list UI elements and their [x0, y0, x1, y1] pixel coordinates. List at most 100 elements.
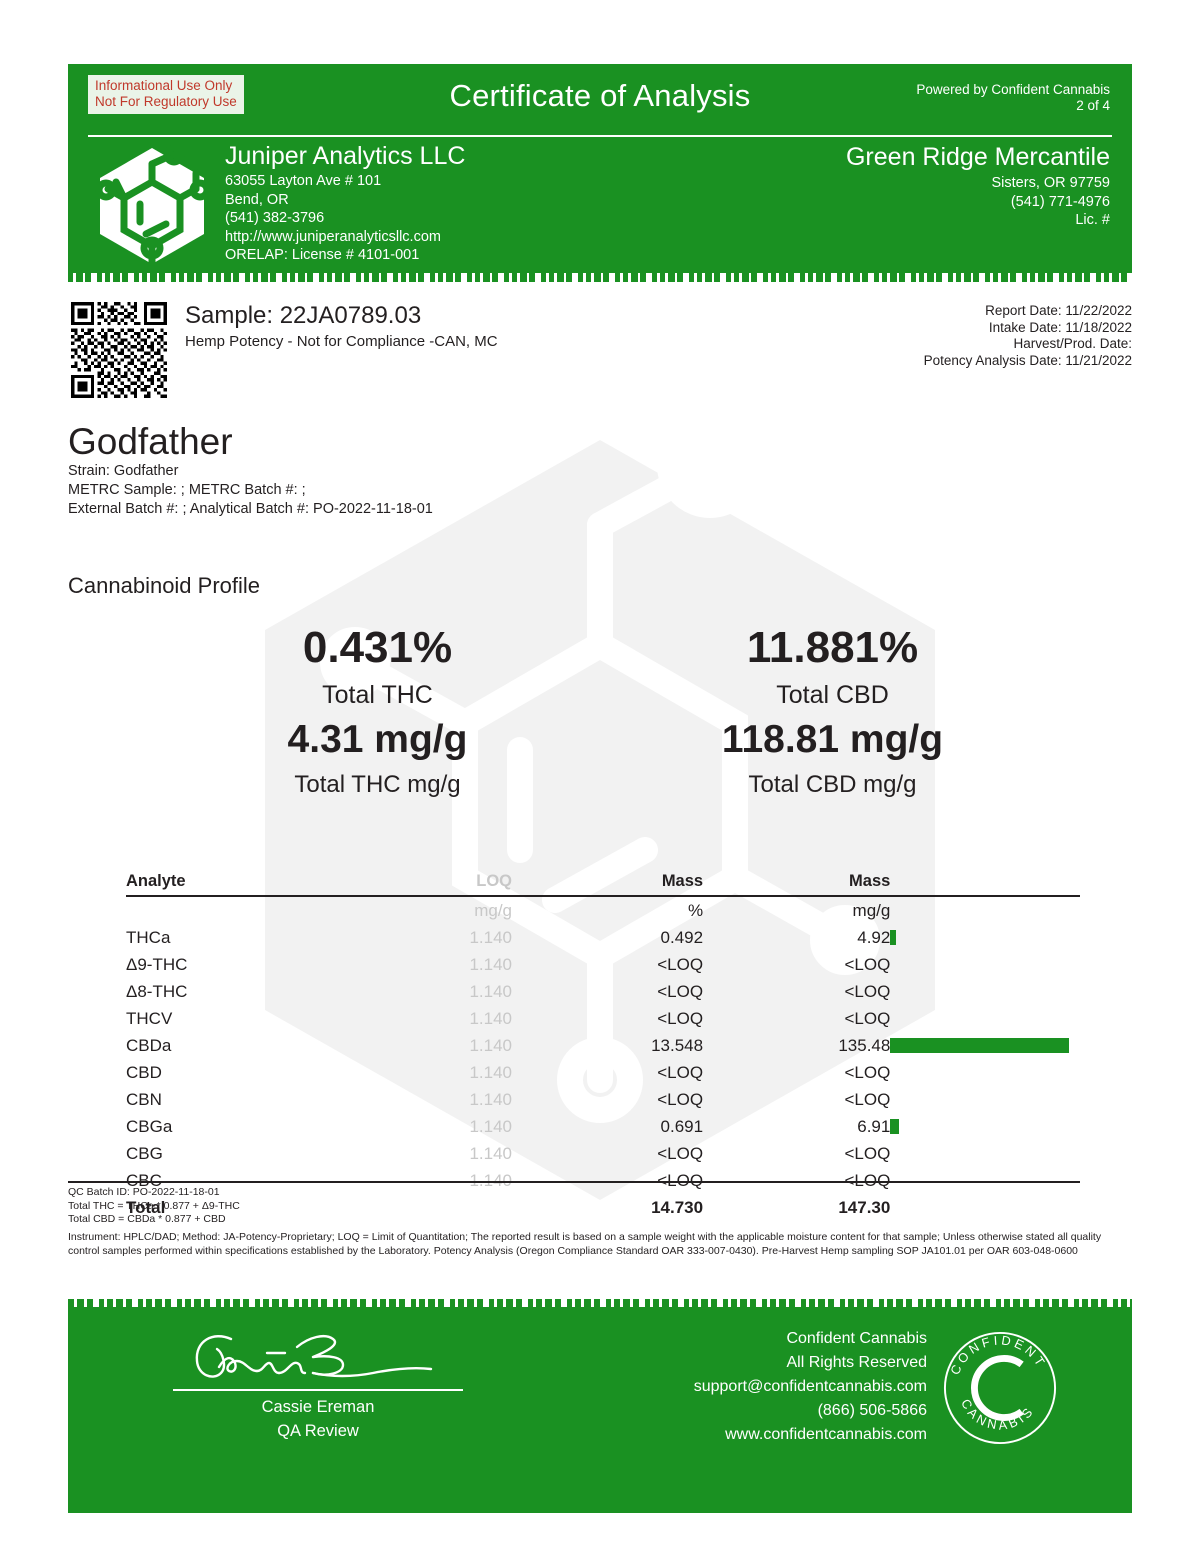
juniper-analytics-logo-icon — [95, 144, 211, 266]
footnote-total-cbd-formula: Total CBD = CBDa * 0.877 + CBD — [68, 1213, 226, 1225]
cell-mass-mgg: <LOQ — [844, 981, 891, 1001]
sample-id: Sample: 22JA0789.03 — [185, 302, 422, 329]
table-row: THCa 1.140 0.492 4.92 — [126, 924, 1080, 951]
cell-bar — [890, 1005, 1080, 1032]
header-divider — [88, 135, 1112, 137]
total-row-mass-mgg: 147.30 — [838, 1198, 891, 1217]
lab-address-line-2: Bend, OR — [225, 191, 289, 208]
sample-block: Sample: 22JA0789.03 Hemp Potency - Not f… — [185, 300, 605, 352]
cell-mass-mgg: <LOQ — [844, 1089, 891, 1109]
cell-mass-pct: <LOQ — [657, 1089, 704, 1109]
cc-email-link[interactable]: support@confidentcannabis.com — [693, 1378, 927, 1395]
analyte-table-wrap: Analyte LOQ Mass Mass mg/g % mg/g THCa 1.… — [126, 872, 1080, 1222]
units-loq: mg/g — [474, 900, 512, 920]
units-analyte — [126, 896, 418, 924]
cell-analyte: THCV — [126, 1008, 173, 1028]
signer-role: QA Review — [277, 1421, 359, 1440]
cell-bar — [890, 978, 1080, 1005]
cell-mass-pct: <LOQ — [657, 1008, 704, 1028]
total-thc-percent: 0.431% — [302, 623, 453, 672]
lab-info: Juniper Analytics LLC 63055 Layton Ave #… — [225, 140, 465, 265]
cell-analyte: CBG — [126, 1143, 163, 1163]
cell-loq: 1.140 — [469, 1143, 512, 1163]
total-cbd-percent: 11.881% — [746, 623, 919, 672]
footnotes: QC Batch ID: PO-2022-11-18-01 Total THC … — [68, 1186, 1132, 1258]
table-bottom-rule — [68, 1181, 1080, 1183]
lab-phone: (541) 382-3796 — [225, 210, 325, 226]
signature-line — [173, 1389, 463, 1391]
cell-bar — [890, 1032, 1080, 1059]
product-name: Godfather — [68, 421, 233, 462]
lab-name: Juniper Analytics LLC — [225, 142, 466, 170]
cell-mass-pct: <LOQ — [657, 1062, 704, 1082]
cell-mass-mgg: 135.48 — [838, 1035, 891, 1055]
product-strain: Strain: Godfather — [68, 463, 179, 479]
cc-phone: (866) 506-5866 — [817, 1402, 927, 1419]
lab-license: ORELAP: License # 4101-001 — [225, 247, 420, 263]
cell-mass-pct: 0.691 — [660, 1116, 704, 1136]
column-header-analyte: Analyte — [126, 872, 418, 897]
cell-mass-mgg: 4.92 — [857, 927, 891, 947]
column-header-mass-pct: Mass — [512, 872, 704, 897]
lab-website-link[interactable]: http://www.juniperanalyticsllc.com — [225, 228, 441, 245]
cell-analyte: CBDa — [126, 1035, 172, 1055]
cell-mass-pct: 13.548 — [651, 1035, 704, 1055]
cell-bar — [890, 1059, 1080, 1086]
client-license: Lic. # — [1075, 212, 1110, 228]
total-cbd-mgg: 118.81 mg/g — [721, 718, 944, 761]
cell-mass-mgg: <LOQ — [844, 1008, 891, 1028]
client-phone: (541) 771-4976 — [1010, 193, 1110, 210]
page-title: Certificate of Analysis — [449, 78, 751, 113]
badge-line-1: Informational Use Only — [95, 78, 233, 93]
report-date: Report Date: 11/22/2022 — [985, 303, 1132, 318]
units-bar — [890, 896, 1080, 924]
cell-mass-mgg: <LOQ — [844, 954, 891, 974]
table-row: Δ8-THC 1.140 <LOQ <LOQ — [126, 978, 1080, 1005]
footer-band: Cassie Ereman QA Review Confident Cannab… — [68, 1299, 1132, 1513]
potency-analysis-date: Potency Analysis Date: 11/21/2022 — [923, 352, 1132, 368]
cell-loq: 1.140 — [469, 1008, 512, 1028]
cell-bar — [890, 924, 1080, 951]
cell-loq: 1.140 — [469, 1089, 512, 1109]
badge-line-2: Not For Regulatory Use — [95, 94, 237, 109]
table-units-row: mg/g % mg/g — [126, 896, 1080, 924]
confident-cannabis-seal-icon: CONFIDENT CANNABIS — [943, 1331, 1057, 1445]
cc-rights: All Rights Reserved — [786, 1354, 928, 1371]
footnote-qc-batch: QC Batch ID: PO-2022-11-18-01 — [68, 1186, 220, 1198]
units-mass-pct: % — [687, 900, 704, 920]
signature-icon — [195, 1335, 433, 1378]
table-row: CBG 1.140 <LOQ <LOQ — [126, 1140, 1080, 1167]
cell-loq: 1.140 — [469, 954, 512, 974]
table-row: CBD 1.140 <LOQ <LOQ — [126, 1059, 1080, 1086]
cell-loq: 1.140 — [469, 981, 512, 1001]
client-name: Green Ridge Mercantile — [845, 143, 1110, 171]
section-title-cannabinoid-profile: Cannabinoid Profile — [68, 573, 261, 598]
page-indicator: 2 of 4 — [1076, 98, 1110, 113]
table-header-row: Analyte LOQ Mass Mass — [126, 872, 1080, 897]
total-row-mass-pct: 14.730 — [651, 1198, 704, 1217]
svg-text:CONFIDENT: CONFIDENT — [947, 1332, 1050, 1377]
column-header-bar — [890, 872, 1080, 897]
total-row-label: Total — [126, 1198, 166, 1217]
date-block: Report Date: 11/22/2022 Intake Date: 11/… — [924, 303, 1132, 369]
cell-analyte: CBN — [126, 1089, 162, 1109]
harvest-prod-date: Harvest/Prod. Date: — [1013, 336, 1132, 351]
cell-bar — [890, 1140, 1080, 1167]
totals-summary: 0.431% Total THC 4.31 mg/g Total THC mg/… — [150, 620, 1060, 804]
column-header-mass-mgg: Mass — [703, 872, 891, 897]
informational-use-badge: Informational Use Only Not For Regulator… — [88, 75, 244, 114]
analyte-table-foot: Total 14.730 147.30 — [126, 1194, 1080, 1222]
value-bar — [890, 930, 897, 945]
table-row: CBN 1.140 <LOQ <LOQ — [126, 1086, 1080, 1113]
cell-analyte: CBD — [126, 1062, 162, 1082]
cell-loq: 1.140 — [469, 1035, 512, 1055]
table-row: THCV 1.140 <LOQ <LOQ — [126, 1005, 1080, 1032]
total-cbd-mgg-label: Total CBD mg/g — [748, 771, 917, 798]
cell-mass-mgg: 6.91 — [857, 1116, 891, 1136]
total-cbd-column: 11.881% Total CBD 118.81 mg/g Total CBD … — [605, 620, 1060, 804]
qr-code[interactable] — [71, 302, 167, 398]
cell-analyte: Δ9-THC — [126, 954, 188, 974]
analyte-table-body: mg/g % mg/g THCa 1.140 0.492 4.92 Δ9-THC 1.14… — [126, 896, 1080, 1194]
cc-website-link[interactable]: www.confidentcannabis.com — [725, 1426, 927, 1443]
